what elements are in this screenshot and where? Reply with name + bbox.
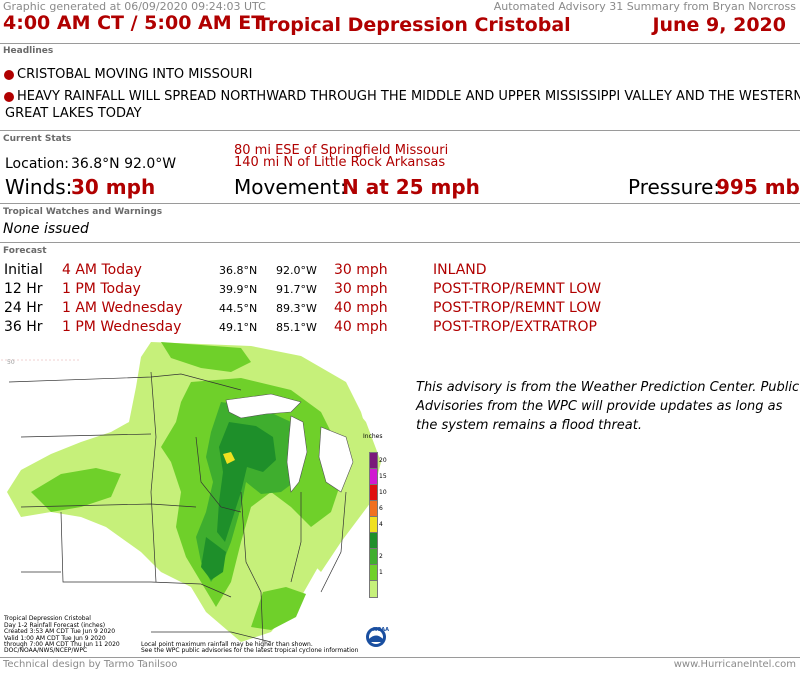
location-label: Location: — [5, 156, 69, 172]
forecast-lon: 92.0°W — [276, 264, 317, 277]
summary-source: Automated Advisory 31 Summary from Bryan… — [493, 0, 796, 13]
forecast-status: POST-TROP/EXTRATROP — [433, 319, 597, 335]
forecast-time: 1 AM Wednesday — [62, 300, 183, 316]
bullet-icon — [4, 70, 14, 80]
divider — [0, 203, 800, 204]
footer-credit: Technical design by Tarmo Tanilsoo — [3, 659, 178, 670]
legend-value: 10 — [379, 489, 387, 496]
rainfall-forecast-map: 50 NOAA Inches 20 15 10 6 4 2 1 Tropical Depre… — [1, 342, 399, 658]
movement-label: Movement: — [234, 175, 347, 199]
map-caption-line: Tropical Depression Cristobal — [4, 615, 91, 622]
forecast-row: 12 Hr 1 PM Today 39.9°N 91.7°W 30 mph PO… — [0, 281, 800, 299]
storm-title: Tropical Depression Cristobal — [257, 14, 571, 36]
headline-item: CRISTOBAL MOVING INTO MISSOURI — [17, 67, 253, 82]
map-caption-line: DOC/NOAA/NWS/NCEP/WPC — [4, 647, 88, 654]
forecast-row: 36 Hr 1 PM Wednesday 49.1°N 85.1°W 40 mp… — [0, 319, 800, 337]
forecast-wind: 40 mph — [334, 300, 388, 316]
forecast-lat: 49.1°N — [219, 321, 258, 334]
map-footnote: Local point maximum rainfall may be high… — [141, 641, 313, 648]
forecast-lat: 39.9°N — [219, 283, 258, 296]
watches-label: Tropical Watches and Warnings — [3, 207, 163, 217]
forecast-wind: 30 mph — [334, 262, 388, 278]
map-caption-line: through 7:00 AM CDT Thu Jun 11 2020 — [4, 641, 120, 648]
location-value: 36.8°N 92.0°W — [71, 156, 177, 172]
divider — [0, 242, 800, 243]
forecast-wind: 30 mph — [334, 281, 388, 297]
forecast-lon: 89.3°W — [276, 302, 317, 315]
reference-location-1: 80 mi ESE of Springfield Missouri — [234, 143, 449, 158]
forecast-lat: 36.8°N — [219, 264, 258, 277]
map-footnote: See the WPC public advisories for the la… — [141, 647, 359, 654]
headline-item: HEAVY RAINFALL WILL SPREAD NORTHWARD THR… — [17, 89, 800, 104]
reference-location-2: 140 mi N of Little Rock Arkansas — [234, 155, 446, 170]
forecast-lon: 85.1°W — [276, 321, 317, 334]
forecast-lon: 91.7°W — [276, 283, 317, 296]
map-caption-line: Day 1-2 Rainfall Forecast (inches) — [4, 622, 106, 629]
map-caption-line: Created 3:53 AM CDT Tue Jun 9 2020 — [4, 628, 116, 635]
legend-swatch — [369, 580, 378, 598]
advisory-note-line: This advisory is from the Weather Predic… — [416, 380, 800, 395]
advisory-date: June 9, 2020 — [652, 14, 786, 36]
current-stats-label: Current Stats — [3, 134, 72, 144]
pressure-value: 995 mb — [716, 175, 800, 199]
divider — [0, 43, 800, 44]
forecast-lat: 44.5°N — [219, 302, 258, 315]
forecast-status: POST-TROP/REMNT LOW — [433, 300, 602, 316]
forecast-status: POST-TROP/REMNT LOW — [433, 281, 602, 297]
forecast-status: INLAND — [433, 262, 487, 278]
movement-value: N at 25 mph — [342, 175, 480, 199]
legend-value: 6 — [379, 505, 383, 512]
legend-value: 1 — [379, 569, 383, 576]
legend-value: 20 — [379, 457, 387, 464]
forecast-row: 24 Hr 1 AM Wednesday 44.5°N 89.3°W 40 mp… — [0, 300, 800, 318]
noaa-logo-text: NOAA — [373, 627, 390, 633]
rainfall-map-graphic: 50 — [1, 342, 399, 658]
divider — [0, 130, 800, 131]
legend-title: Inches — [363, 433, 383, 440]
footer-site: www.HurricaneIntel.com — [673, 659, 796, 670]
forecast-time: 1 PM Today — [62, 281, 141, 297]
forecast-time: 1 PM Wednesday — [62, 319, 182, 335]
bullet-icon — [4, 92, 14, 102]
forecast-wind: 40 mph — [334, 319, 388, 335]
forecast-period: 12 Hr — [4, 281, 43, 297]
forecast-period: 36 Hr — [4, 319, 43, 335]
forecast-row: Initial 4 AM Today 36.8°N 92.0°W 30 mph … — [0, 262, 800, 280]
legend-value: 15 — [379, 473, 387, 480]
advisory-note-line: the system remains a flood threat. — [416, 418, 642, 433]
pressure-label: Pressure: — [628, 175, 721, 199]
forecast-label: Forecast — [3, 246, 47, 256]
map-caption-line: Valid 1:00 AM CDT Tue Jun 9 2020 — [4, 635, 106, 642]
forecast-period: Initial — [4, 262, 43, 278]
latitude-label: 50 — [7, 359, 15, 366]
legend-value: 4 — [379, 521, 383, 528]
headline-item-continuation: GREAT LAKES TODAY — [5, 106, 142, 121]
forecast-time: 4 AM Today — [62, 262, 142, 278]
advisory-note-line: Advisories from the WPC will provide upd… — [416, 399, 783, 414]
legend-value: 2 — [379, 553, 383, 560]
headlines-label: Headlines — [3, 46, 54, 56]
divider — [0, 657, 800, 658]
winds-label: Winds: — [5, 175, 73, 199]
generated-timestamp: Graphic generated at 06/09/2020 09:24:03… — [3, 0, 266, 13]
advisory-note: This advisory is from the Weather Predic… — [416, 378, 799, 435]
forecast-period: 24 Hr — [4, 300, 43, 316]
watches-value: None issued — [3, 221, 89, 237]
advisory-time: 4:00 AM CT / 5:00 AM ET — [3, 12, 265, 34]
winds-value: 30 mph — [71, 175, 156, 199]
